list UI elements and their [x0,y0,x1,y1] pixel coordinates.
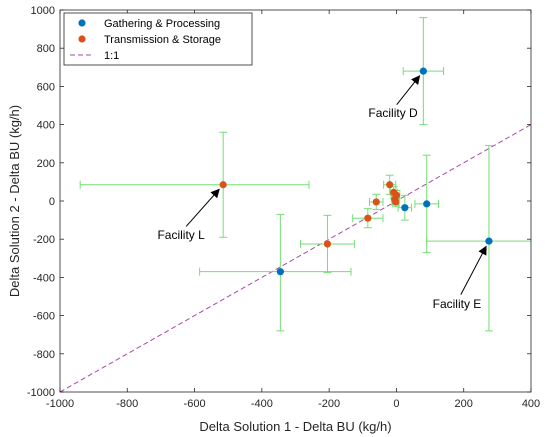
gathering-processing-point [276,268,284,276]
x-tick-label: -400 [251,398,273,410]
y-tick-label: 400 [37,120,55,132]
legend-marker-swatch [78,35,86,43]
x-tick-label: -200 [318,398,340,410]
y-tick-label: 800 [37,43,55,55]
annotation-arrow [396,75,421,105]
axes: -1000 -800 -600 -400 -200 0 200 400 -1000 -800 -60… [27,5,540,410]
y-tick-label: -1000 [27,387,55,399]
legend-marker-swatch [78,19,86,27]
y-tick-label: 1000 [31,5,55,17]
x-tick-label: -1000 [46,398,74,410]
y-axis-label: Delta Solution 2 - Delta BU (kg/h) [7,105,22,297]
annotations: Facility D Facility L Facility E [157,75,487,311]
transmission-storage-point [364,214,372,222]
annotation-arrow [185,188,220,227]
gathering-processing-point [419,67,427,75]
one-to-one-line [60,124,531,392]
legend-entry: Gathering & Processing [104,18,220,30]
y-tick-label: 200 [37,158,55,170]
error-bars [79,17,531,332]
annotation-arrow [460,245,487,295]
x-tick-label: 0 [393,398,399,410]
transmission-storage-point [323,240,332,248]
x-tick-label: -600 [184,398,206,410]
error-bar [199,213,352,332]
data-points [219,67,493,276]
x-tick-label: -800 [116,398,138,410]
x-axis-label: Delta Solution 1 - Delta BU (kg/h) [199,419,391,434]
gathering-processing-point [401,204,409,212]
transmission-storage-point [392,191,401,199]
x-tick-label: 400 [522,398,540,410]
gathering-processing-point [423,200,431,208]
x-tick-label: 200 [455,398,473,410]
transmission-storage-point [219,181,227,189]
legend-box [63,12,253,66]
y-tick-label: 600 [37,81,55,93]
gathering-processing-point [485,237,493,245]
annotation-label: Facility D [368,106,418,120]
legend-entry: 1:1 [104,50,119,62]
y-tick-label: -800 [33,349,55,361]
legend-entry: Transmission & Storage [104,34,221,46]
plot-area [60,124,531,392]
y-tick-label: -200 [33,234,55,246]
y-tick-label: -400 [33,272,55,284]
transmission-storage-point [386,181,394,189]
transmission-storage-point [392,198,400,206]
y-tick-label: 0 [49,196,55,208]
annotation-label: Facility L [157,228,205,242]
annotation-label: Facility E [433,297,482,311]
y-tick-label: -600 [33,311,55,323]
legend: Gathering & Processing Transmission & Sto… [63,12,253,66]
transmission-storage-point [372,198,380,206]
